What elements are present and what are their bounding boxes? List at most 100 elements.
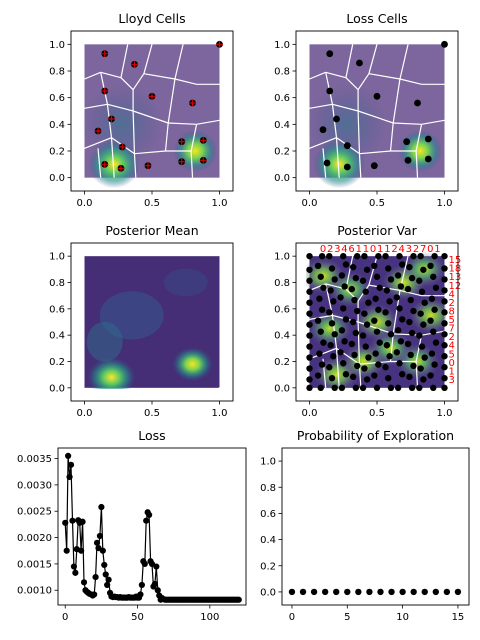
index-label: 3: [406, 244, 412, 255]
voronoi-edge: [345, 44, 354, 78]
voronoi-edge: [309, 347, 337, 360]
sample-point: [407, 296, 414, 304]
y-tick-label: 0.8: [260, 483, 276, 494]
voronoi-edge: [143, 73, 176, 80]
voronoi-edge: [143, 44, 153, 74]
chart-title: Posterior Var: [337, 223, 417, 238]
loss-point: [151, 580, 158, 588]
sample-point: [386, 298, 393, 305]
probability-point: [443, 588, 451, 596]
sample-point: [317, 328, 324, 335]
seed-point: [343, 163, 351, 171]
seed-point: [403, 138, 411, 146]
voronoi-edge: [359, 150, 391, 155]
panel-probability-of-exploration: Probability of Exploration 0 5 10 15 0.0 0.2 0.…: [260, 428, 470, 623]
y-tick-label: 0.2: [274, 147, 290, 158]
index-label: 5: [449, 349, 455, 360]
index-label: 1: [377, 244, 383, 255]
voronoi-edge: [120, 44, 129, 78]
seed-point: [326, 87, 334, 95]
loss-point: [102, 571, 109, 578]
sample-point: [410, 362, 417, 370]
loss-point: [92, 573, 99, 581]
probability-point: [377, 588, 384, 596]
x-tick-label: 0.0: [77, 198, 93, 209]
voronoi-edge: [132, 110, 169, 124]
sample-point: [330, 353, 337, 360]
seed-point: [441, 40, 448, 48]
x-tick-label: 15: [452, 612, 465, 623]
y-tick-label: 0.6: [274, 304, 290, 315]
sample-point: [387, 384, 395, 392]
loss-point: [105, 576, 112, 583]
sample-point: [328, 320, 336, 327]
sample-point: [371, 372, 378, 379]
x-tick-label: 0.5: [369, 408, 385, 419]
sample-point: [354, 362, 361, 370]
sample-point: [341, 283, 348, 290]
sample-point: [317, 384, 324, 392]
loss-point: [99, 547, 106, 554]
sample-point: [406, 373, 413, 381]
panel-loss: Loss 0 50 100 0.0010 0.0015 0.0020 0.0025 0.0030…: [17, 428, 247, 623]
probability-point: [399, 588, 406, 596]
y-tick-label: 0.4: [260, 535, 276, 546]
sample-point: [372, 295, 379, 302]
voronoi-edge: [332, 103, 359, 112]
index-label: 0: [449, 358, 455, 369]
index-label: 1: [434, 244, 440, 255]
sample-point: [382, 252, 389, 260]
sample-point: [306, 277, 313, 284]
voronoi-edge: [97, 148, 102, 178]
voronoi-edge: [335, 348, 340, 388]
voronoi-edge: [358, 364, 362, 388]
sample-point: [418, 288, 426, 295]
sample-point: [363, 321, 371, 328]
probability-point: [388, 588, 395, 596]
sample-point: [394, 327, 402, 334]
sample-point: [306, 310, 313, 317]
sample-point: [349, 318, 357, 326]
x-tick-label: 1.0: [437, 198, 453, 209]
y-tick-label: 0.6: [274, 93, 290, 104]
sample-point: [383, 287, 391, 294]
loss-point: [91, 591, 98, 598]
voronoi-edge: [325, 71, 347, 79]
y-tick-label: 0.0025: [17, 507, 52, 518]
y-tick-label: 0.2: [49, 357, 65, 368]
sample-point: [406, 263, 413, 271]
probability-point: [421, 588, 428, 596]
sample-point: [362, 343, 369, 350]
y-tick-label: 0.8: [274, 278, 290, 289]
voronoi-edge: [132, 73, 145, 91]
loss-point: [137, 591, 144, 598]
sample-point: [441, 287, 448, 294]
axes-frame: [57, 447, 247, 606]
voronoi-edge: [358, 153, 362, 178]
sample-point: [428, 350, 436, 357]
index-label: 13: [449, 272, 462, 283]
voronoi-edge: [345, 77, 359, 91]
index-label: 2: [327, 244, 333, 255]
sample-point: [421, 299, 428, 306]
voronoi-edge: [309, 314, 333, 320]
sample-point: [441, 384, 448, 392]
sample-point: [396, 305, 403, 312]
sample-point: [352, 274, 360, 282]
sample-point: [417, 365, 424, 372]
sample-point: [408, 274, 416, 282]
sample-point: [399, 261, 406, 268]
voronoi-edge: [415, 124, 423, 152]
sample-point: [441, 353, 448, 360]
sample-point: [375, 306, 382, 313]
index-label: 2: [449, 298, 455, 309]
sample-point: [416, 332, 423, 339]
loss-point: [78, 547, 85, 554]
seed-point: [356, 59, 363, 67]
sample-point: [351, 296, 358, 304]
seed-plus: [199, 136, 207, 144]
probability-point: [432, 588, 440, 596]
sample-point: [397, 338, 405, 345]
y-tick-label: 0.0: [260, 587, 276, 598]
